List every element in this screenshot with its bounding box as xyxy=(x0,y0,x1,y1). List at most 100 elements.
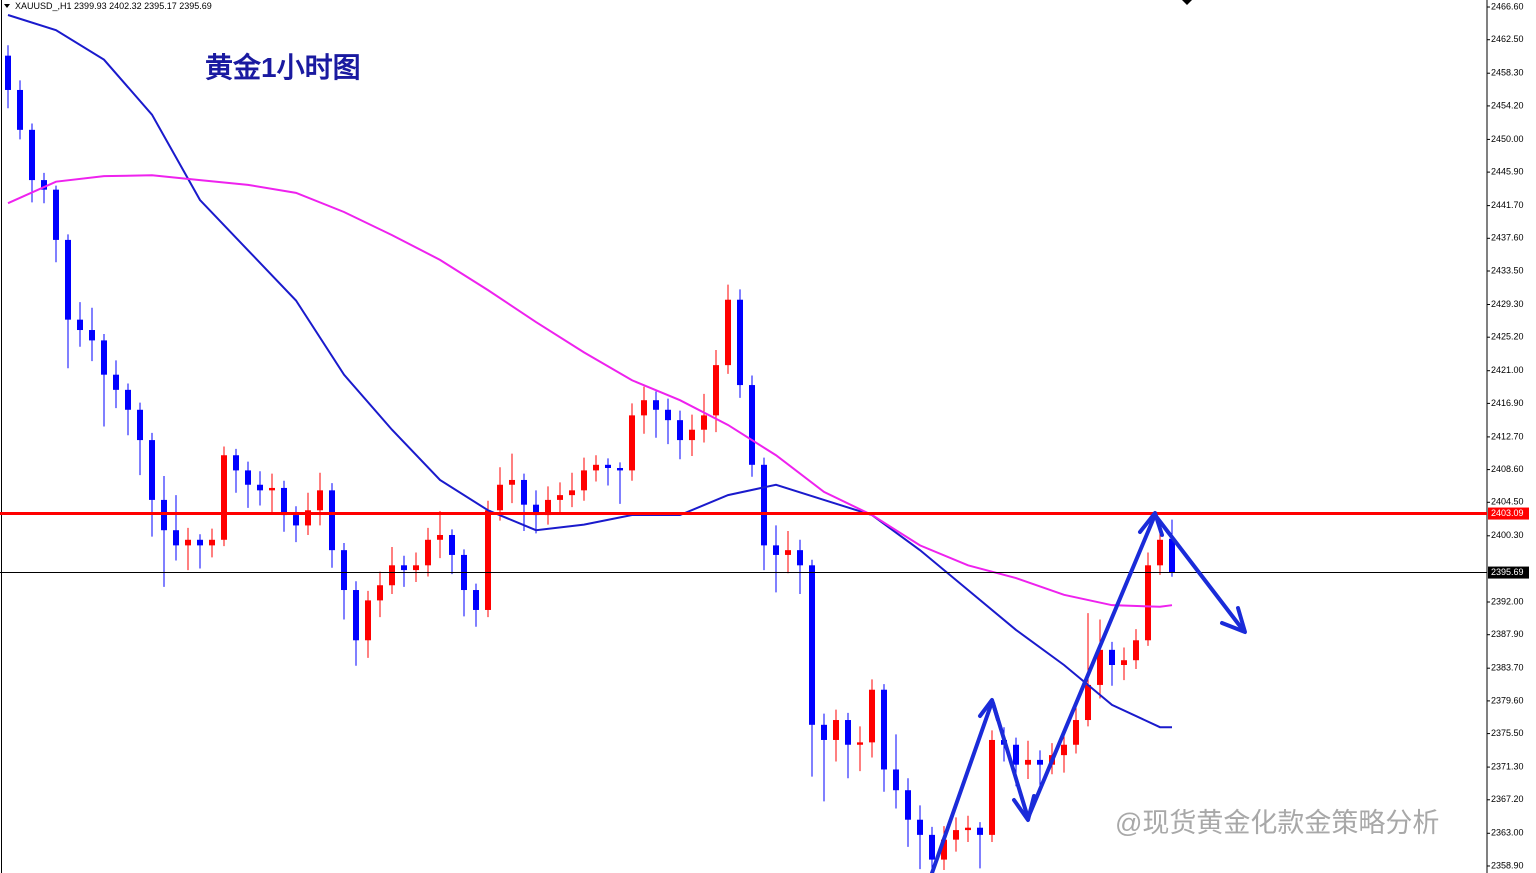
candle-body xyxy=(521,479,527,505)
axis-layer: 2466.60 2462.50 2458.30 2454.20 2450.00 2445.… xyxy=(1487,1,1529,870)
candle-body xyxy=(425,539,431,566)
candle-body xyxy=(401,565,407,571)
y-tick-label: 2383.70 xyxy=(1491,663,1524,673)
candle-body xyxy=(1145,565,1151,641)
candle-body xyxy=(797,550,803,566)
plot-area xyxy=(0,0,1487,873)
candle-body xyxy=(833,720,839,740)
candle-body xyxy=(701,415,707,430)
candle-body xyxy=(221,455,227,540)
candle-body xyxy=(65,239,71,320)
candle-body xyxy=(977,827,983,835)
candle-body xyxy=(917,819,923,835)
y-tick-label: 2375.50 xyxy=(1491,728,1524,738)
open: 2399.93 xyxy=(74,1,107,11)
candle-body xyxy=(593,464,599,471)
candle-body xyxy=(293,515,299,526)
candle-body xyxy=(233,455,239,471)
candle-body xyxy=(737,299,743,386)
candle-body xyxy=(1037,759,1043,765)
arrow xyxy=(991,513,1245,820)
y-tick-label: 2379.60 xyxy=(1491,695,1524,705)
candle-body xyxy=(965,827,971,831)
candle-body xyxy=(437,534,443,540)
y-tick-label: 2450.00 xyxy=(1491,134,1524,144)
candle-body xyxy=(329,490,335,551)
candle-body xyxy=(857,742,863,745)
candle-body xyxy=(197,539,203,546)
high: 2402.32 xyxy=(109,1,142,11)
candle-body xyxy=(569,490,575,496)
moving-average xyxy=(7,174,1173,608)
candle-body xyxy=(1085,684,1091,721)
candle-body xyxy=(125,389,131,410)
y-tick-label: 2367.20 xyxy=(1491,794,1524,804)
candle-body xyxy=(1133,640,1139,661)
candle-body xyxy=(629,415,635,471)
candle-body xyxy=(341,550,347,591)
arrow-head xyxy=(1220,606,1247,634)
candle-body xyxy=(845,720,851,745)
y-tick-label: 2445.90 xyxy=(1491,166,1524,176)
price-label: 2395.69 xyxy=(1491,567,1524,577)
y-tick-label: 2387.90 xyxy=(1491,629,1524,639)
candle-body xyxy=(149,440,155,500)
candle-body xyxy=(809,565,815,725)
candle-body xyxy=(881,689,887,770)
candle-body xyxy=(5,55,11,90)
candle-body xyxy=(269,487,275,491)
y-tick-label: 2437.60 xyxy=(1491,233,1524,243)
candle-body xyxy=(473,590,479,610)
candle-body xyxy=(41,180,47,190)
candle-body xyxy=(953,830,959,840)
price-label-box xyxy=(1488,566,1529,579)
candle-body xyxy=(377,585,383,601)
header: XAUUSD_,H1 2399.93 2402.32 2395.17 2395.… xyxy=(15,1,212,11)
y-tick-label: 2458.30 xyxy=(1491,68,1524,78)
candle-body xyxy=(941,839,947,860)
candle-body xyxy=(665,409,671,421)
candle-body xyxy=(161,499,167,531)
candle-body xyxy=(305,510,311,526)
candle-body xyxy=(989,739,995,835)
candle-body xyxy=(713,365,719,416)
y-tick-label: 2462.50 xyxy=(1491,34,1524,44)
candle-body xyxy=(77,319,83,331)
candle-body xyxy=(413,565,419,571)
watermark: @现货黄金化款金策略分析 xyxy=(1115,808,1439,838)
candle-body xyxy=(785,550,791,555)
candle-body xyxy=(1013,744,1019,765)
y-tick-label: 2433.50 xyxy=(1491,265,1524,275)
price-label: 2403.09 xyxy=(1491,508,1524,518)
y-tick-label: 2416.90 xyxy=(1491,398,1524,408)
candle-body xyxy=(905,790,911,820)
arrow xyxy=(930,700,994,873)
candle-body xyxy=(53,189,59,240)
candle-body xyxy=(281,487,287,516)
candle-body xyxy=(533,504,539,516)
candle-body xyxy=(1073,720,1079,745)
candle-body xyxy=(101,340,107,375)
candle-body xyxy=(17,89,23,130)
arrow-head xyxy=(1012,794,1036,822)
candle-body xyxy=(689,429,695,441)
candle-body xyxy=(653,400,659,410)
y-tick-label: 2441.70 xyxy=(1491,200,1524,210)
candle-body xyxy=(185,539,191,546)
y-tick-label: 2363.00 xyxy=(1491,828,1524,838)
candle-body xyxy=(545,499,551,516)
candle-body xyxy=(365,600,371,641)
chart-title: 黄金1小时图 xyxy=(205,51,361,83)
menu-icon xyxy=(4,4,10,8)
candle-body xyxy=(497,484,503,511)
candle-body xyxy=(1097,649,1103,685)
candle-body xyxy=(1025,759,1031,765)
candle-body xyxy=(821,724,827,740)
y-tick-label: 2358.90 xyxy=(1491,860,1524,870)
candle-body xyxy=(509,479,515,485)
candle-body xyxy=(581,470,587,491)
candle-body xyxy=(773,545,779,555)
candle-body xyxy=(89,330,95,341)
candle-body xyxy=(1169,538,1175,573)
